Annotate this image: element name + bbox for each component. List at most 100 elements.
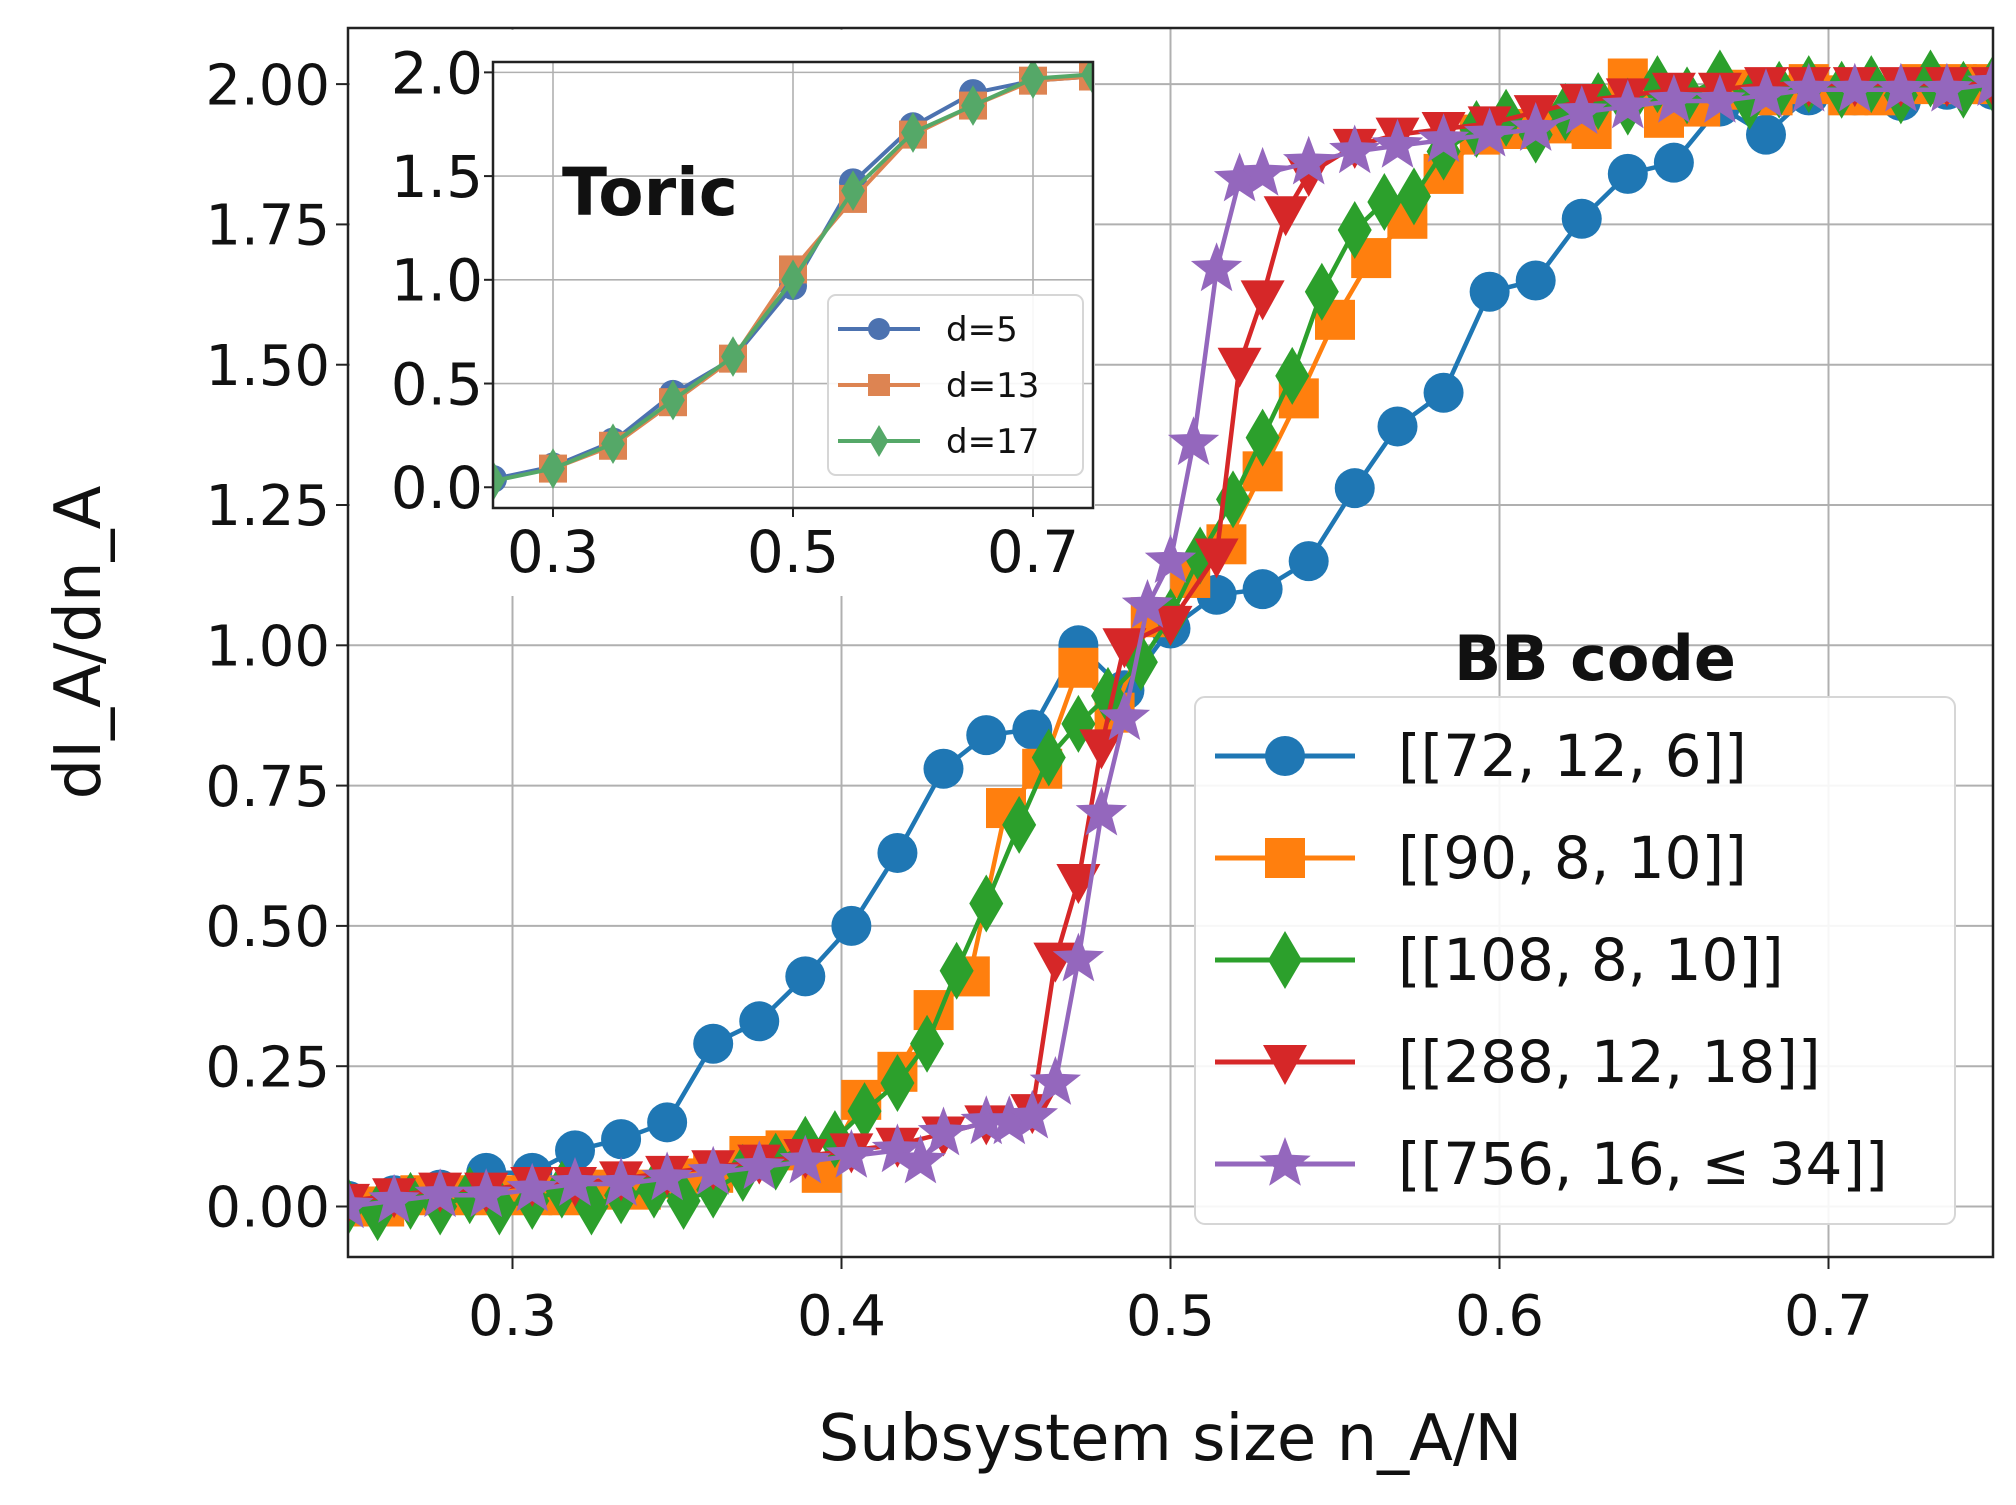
legend-marker (1265, 736, 1305, 776)
main-y-tick-label: 1.50 (205, 334, 330, 399)
main-data-point (1556, 85, 1608, 134)
main-y-tick-label: 1.25 (205, 474, 330, 539)
main-x-tick-label: 0.6 (1455, 1284, 1544, 1349)
main-data-point (733, 1140, 785, 1190)
inset-ticks: 0.3 0.5 0.7 0.0 0.5 1.0 1.5 2.0 (391, 39, 1079, 586)
main-data-point (1694, 74, 1746, 123)
main-data-point (555, 1130, 596, 1171)
main-data-point (1079, 729, 1124, 770)
main-data-point (871, 1123, 924, 1173)
legend-box (1194, 696, 1956, 1225)
main-data-point (1648, 74, 1700, 123)
inset-data-point (721, 336, 745, 377)
main-data-point (1144, 534, 1197, 583)
main-data-point (460, 1168, 512, 1218)
main-data-point (1217, 347, 1262, 388)
main-data-point (831, 905, 872, 946)
main-series-4 (348, 57, 1993, 1229)
main-data-point (894, 1134, 947, 1184)
legend-entry: [[90, 8, 10]] (1215, 824, 1747, 892)
inset-data-point (493, 460, 505, 502)
inset-legend-marker (868, 374, 890, 396)
inset-data-point (601, 423, 625, 464)
main-data-point (595, 1157, 647, 1206)
main-data-point (1561, 198, 1602, 239)
main-data-point (1464, 107, 1516, 157)
inset-series (493, 62, 1093, 502)
main-data-point (641, 1151, 693, 1201)
inset-plot: 0.3 0.5 0.7 0.0 0.5 1.0 1.5 2.0 Toric d=5 d=13 d=17 (350, 30, 1095, 596)
inset-legend-box (827, 294, 1084, 476)
inset-x-tick-label: 0.3 (507, 518, 599, 586)
main-data-point (506, 1162, 558, 1212)
main-y-tick-label: 2.00 (205, 53, 330, 118)
main-data-point (1607, 153, 1648, 194)
main-data-point (1056, 864, 1101, 905)
inset-legend-entry: d=13 (838, 366, 1039, 406)
main-data-point (1098, 691, 1151, 741)
legend-label: [[288, 12, 18]] (1398, 1028, 1821, 1096)
main-x-tick-label: 0.4 (797, 1284, 886, 1349)
inset-data-point (961, 85, 985, 126)
main-data-point (1377, 406, 1418, 447)
main-frame (346, 26, 1995, 1259)
main-data-point (960, 1095, 1012, 1145)
main-data-point (917, 1106, 970, 1156)
main-data-point (1875, 62, 1927, 112)
main-plot: 0.3 0.4 0.5 0.6 0.7 0.00 0.25 0.50 0.75 1.00 1.25 1… (42, 26, 1995, 1476)
main-data-point (1242, 569, 1283, 610)
inset-data-point (1081, 62, 1093, 95)
main-data-point (1102, 628, 1147, 669)
inset-x-tick-label: 0.7 (987, 518, 1079, 586)
legend-label: [[108, 8, 10]] (1398, 926, 1784, 994)
main-data-point (1236, 146, 1289, 196)
inset-series-2 (493, 62, 1093, 502)
main-data-point (1371, 118, 1424, 168)
main-data-point (1469, 271, 1510, 312)
main-legend: BB code [[72, 12, 6]] [[90, 8, 10]] [[108, … (1194, 622, 1956, 1225)
main-y-tick-label: 0.50 (205, 895, 330, 960)
main-data-point (1602, 79, 1654, 129)
main-data-point (1075, 786, 1128, 836)
main-x-tick-label: 0.5 (1126, 1284, 1215, 1349)
main-data-point (693, 1023, 734, 1064)
inset-y-tick-label: 2.0 (391, 39, 483, 107)
main-data-point (1745, 114, 1786, 155)
main-data-point (825, 1129, 877, 1178)
legend-entry: [[288, 12, 18]] (1215, 1028, 1821, 1096)
inset-y-tick-label: 0.5 (391, 350, 483, 418)
main-data-point (549, 1157, 601, 1206)
main-data-point (1653, 142, 1694, 183)
main-data-point (1423, 372, 1464, 413)
main-data-point (880, 1054, 915, 1113)
main-data-point (847, 1082, 882, 1141)
main-data-point (368, 1173, 420, 1223)
main-data-point (785, 956, 826, 997)
inset-y-tick-label: 0.0 (391, 454, 483, 522)
main-data-point (1921, 62, 1973, 112)
main-data-point (877, 832, 918, 873)
main-data-point (1058, 647, 1099, 688)
main-data-point (1052, 932, 1105, 982)
main-y-tick-label: 0.00 (205, 1176, 330, 1241)
inset-legend: d=5 d=13 d=17 (827, 294, 1084, 476)
main-data-point (1396, 167, 1431, 226)
main-data-point (601, 1119, 642, 1160)
inset-data-point (1021, 62, 1045, 99)
legend-entry: [[72, 12, 6]] (1215, 722, 1747, 790)
inset-x-tick-label: 0.5 (747, 518, 839, 586)
main-data-point (1337, 201, 1372, 260)
main-data-point (1515, 260, 1556, 301)
legend-label: [[756, 16, ≤ 34]] (1398, 1130, 1888, 1198)
main-data-point (1275, 346, 1310, 405)
main-data-point (1002, 795, 1037, 854)
main-data-point (910, 1014, 945, 1073)
main-data-point (348, 1179, 374, 1229)
main-data-point (1417, 113, 1470, 163)
main-data-point (779, 1134, 831, 1184)
main-data-point (1006, 1089, 1058, 1139)
main-data-point (1283, 135, 1335, 185)
inset-y-tick-label: 1.0 (391, 247, 483, 315)
main-x-tick-label: 0.3 (468, 1284, 557, 1349)
